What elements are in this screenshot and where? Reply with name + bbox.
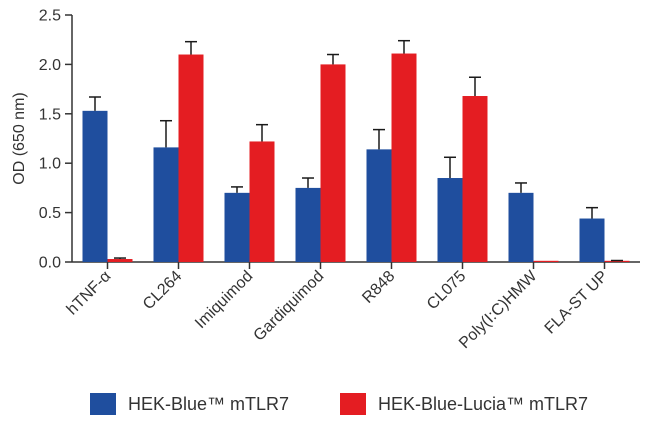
bar-series-1-7	[508, 192, 534, 262]
bar-chart: 0.0 0.5 1.0 1.5 2.0 2.5 hTNF-α CL264 ImiquimodG…	[11, 8, 640, 352]
legend-swatch-series-2	[340, 393, 366, 415]
x-category-label: CL075	[424, 268, 469, 313]
bar-series-2-7	[533, 260, 559, 262]
error-bar-series-1-5	[373, 128, 385, 150]
bar-series-2-6	[462, 96, 488, 263]
bar-series-1-1	[82, 110, 108, 262]
x-category-label: R848	[359, 268, 398, 307]
y-axis-title: OD (650 nm)	[11, 92, 28, 184]
bar-series-1-2	[153, 147, 179, 262]
y-tick-label: 1.0	[39, 156, 61, 173]
error-bar-series-2-1	[114, 257, 126, 260]
x-category-label: hTNF-α	[64, 268, 115, 319]
error-bar-series-2-2	[185, 40, 197, 55]
y-tick-label: 0.0	[39, 255, 61, 272]
x-category-label: Gardiquimod	[251, 268, 328, 345]
error-bar-series-1-4	[302, 177, 314, 188]
error-bar-series-1-2	[160, 119, 172, 148]
legend-label-series-1: HEK-Blue™ mTLR7	[128, 393, 290, 414]
bar-series-1-5	[366, 149, 392, 262]
error-bar-series-2-3	[256, 123, 268, 142]
x-category-label: FLA-ST UP	[542, 268, 612, 338]
bar-series	[82, 53, 630, 263]
bar-series-2-5	[391, 53, 417, 263]
x-category-label: CL264	[140, 268, 185, 313]
bar-series-1-8	[579, 218, 605, 262]
error-bar-series-1-3	[231, 186, 243, 193]
error-bar-series-1-6	[444, 156, 456, 179]
y-tick-label: 1.5	[39, 106, 61, 123]
legend-item-series-1: HEK-Blue™ mTLR7	[90, 393, 289, 415]
bar-series-2-2	[178, 54, 204, 262]
error-bar-series-2-4	[327, 53, 339, 65]
legend-swatch-series-1	[90, 393, 116, 415]
x-axis-ticks	[106, 262, 606, 269]
bar-series-2-8	[604, 260, 630, 262]
error-bar-series-1-8	[586, 206, 598, 219]
bar-series-2-1	[107, 259, 133, 262]
error-bars	[89, 39, 623, 262]
error-bar-series-1-7	[515, 182, 527, 193]
error-bar-series-2-6	[469, 76, 481, 97]
y-tick-label: 2.0	[39, 57, 61, 74]
legend-item-series-2: HEK-Blue-Lucia™ mTLR7	[340, 393, 588, 415]
error-bar-series-2-5	[398, 39, 410, 54]
bar-series-1-3	[224, 192, 250, 262]
legend: HEK-Blue™ mTLR7 HEK-Blue-Lucia™ mTLR7	[0, 393, 650, 423]
error-bar-series-1-1	[89, 96, 101, 111]
y-tick-label: 0.5	[39, 205, 61, 222]
bar-series-1-6	[437, 178, 463, 262]
bar-series-1-4	[295, 187, 321, 262]
x-category-label: Imiquimod	[192, 268, 256, 332]
bar-series-2-4	[320, 64, 346, 263]
y-axis-ticks: 0.0 0.5 1.0 1.5 2.0 2.5	[39, 8, 72, 272]
legend-label-series-2: HEK-Blue-Lucia™ mTLR7	[378, 393, 589, 414]
bar-series-2-3	[249, 141, 275, 262]
y-tick-label: 2.5	[39, 8, 61, 25]
